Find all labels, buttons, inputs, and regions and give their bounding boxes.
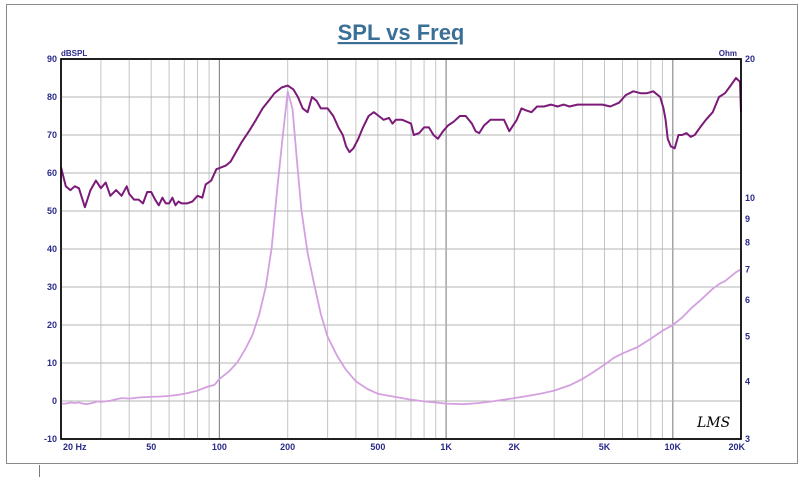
chart-frame: SPL vs Freq 20 Hz 50 100 200 500 1K 2K 5K 10K 20K… [6,4,798,464]
y-left-tick-label: 50 [47,206,57,216]
x-tick-label: 10K [665,442,682,452]
y-right-tick-label: 10 [745,193,755,203]
y-left-tick-label: 40 [47,244,57,254]
x-tick-label: 100 [212,442,227,452]
y-left-tick-label: 10 [47,358,57,368]
y-left-tick-label: 70 [47,130,57,140]
x-tick-label: 20 Hz [63,442,87,452]
tick-labels: 20 Hz 50 100 200 500 1K 2K 5K 10K 20K -10 0 10 20 30 40… [44,54,755,452]
chart-title: SPL vs Freq [338,20,465,45]
y-left-tick-label: 60 [47,168,57,178]
series-layer [60,77,742,406]
y-right-tick-label: 5 [745,332,750,342]
plot-border [60,58,742,440]
x-tick-label: 200 [280,442,295,452]
impedance-series-line [61,90,742,406]
y-right-tick-label: 6 [745,295,750,305]
x-tick-label: 500 [370,442,385,452]
footer-divider [39,465,40,477]
y-right-tick-label: 9 [745,214,750,224]
y-axis-right-label: Ohm [719,49,737,58]
y-left-tick-label: 20 [47,320,57,330]
y-right-tick-label: 7 [745,264,750,274]
y-left-tick-label: 0 [52,396,57,406]
y-axis-left-label: dBSPL [61,49,87,58]
x-tick-label: 5K [599,442,611,452]
y-left-tick-label: -10 [44,434,57,444]
x-tick-label: 20K [728,442,745,452]
footer-strip [6,463,796,477]
y-right-tick-label: 4 [745,376,750,386]
y-right-tick-label: 8 [745,238,750,248]
y-right-tick-label: 20 [745,54,755,64]
y-left-tick-label: 30 [47,282,57,292]
spl-frequency-chart: SPL vs Freq 20 Hz 50 100 200 500 1K 2K 5K 10K 20K… [44,20,755,452]
x-tick-label: 2K [509,442,521,452]
y-right-tick-label: 3 [745,434,750,444]
lms-watermark: LMS [696,415,730,431]
x-tick-label: 1K [440,442,452,452]
y-left-tick-label: 90 [47,54,57,64]
y-left-tick-label: 80 [47,92,57,102]
spl-series-line [60,77,742,209]
x-tick-label: 50 [146,442,156,452]
